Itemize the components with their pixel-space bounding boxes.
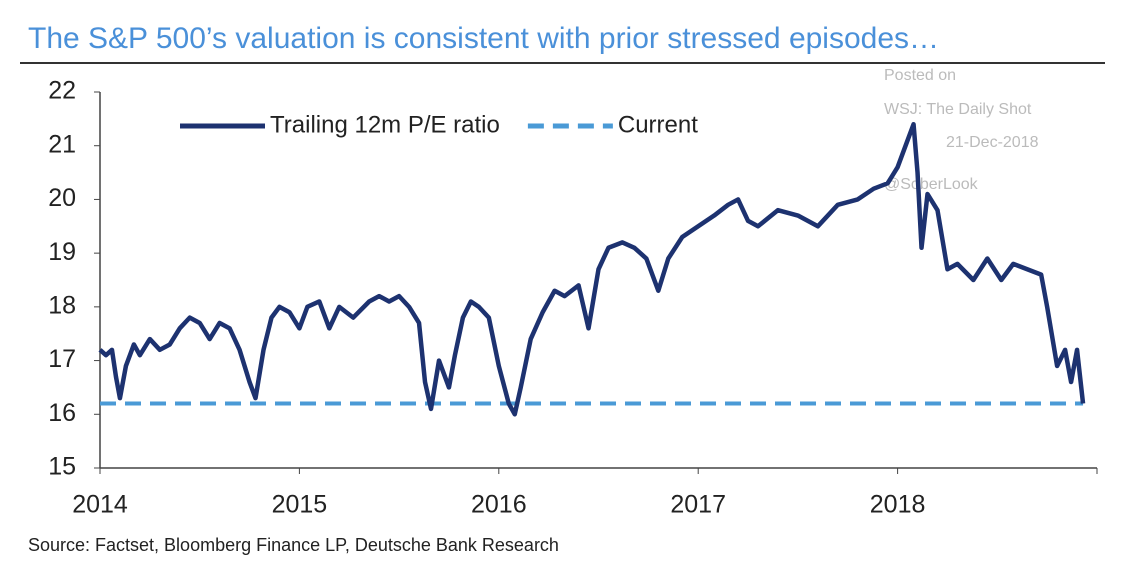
source: Source: Factset, Bloomberg Finance LP, D… <box>28 535 559 555</box>
series-line <box>98 121 1086 417</box>
y-tick-label: 16 <box>48 399 76 427</box>
x-tick-label: 2016 <box>471 491 527 519</box>
x-tick-label: 2017 <box>670 491 726 519</box>
y-tick-label: 15 <box>48 453 76 481</box>
y-tick-label: 17 <box>48 345 76 373</box>
x-tick-label: 2018 <box>870 491 926 519</box>
watermark: 21-Dec-2018 <box>946 134 1039 151</box>
watermark: @SoberLook <box>884 176 979 193</box>
y-tick-label: 18 <box>48 291 76 319</box>
watermark: Posted on <box>884 67 956 84</box>
legend-label: Trailing 12m P/E ratio <box>270 111 500 138</box>
y-tick-label: 20 <box>48 184 76 212</box>
legend-label: Current <box>618 111 698 138</box>
x-tick-label: 2015 <box>272 491 328 519</box>
watermark: WSJ: The Daily Shot <box>884 101 1032 118</box>
y-tick-label: 22 <box>48 77 76 105</box>
x-tick-label: 2014 <box>72 491 128 519</box>
y-tick-label: 19 <box>48 238 76 266</box>
y-tick-label: 21 <box>48 130 76 158</box>
chart-title: The S&P 500’s valuation is consistent wi… <box>28 22 939 55</box>
